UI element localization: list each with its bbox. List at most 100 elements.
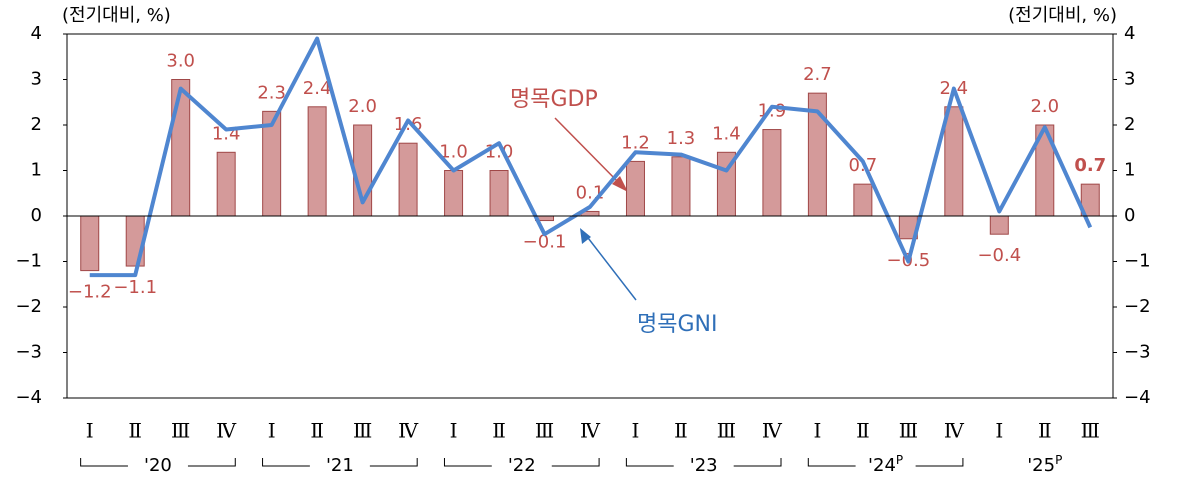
y-unit-left: (전기대비, %) (62, 5, 171, 26)
year-text: '21 (326, 455, 354, 476)
bar (853, 183, 873, 217)
bar (625, 160, 645, 217)
bar-label: 2.3 (257, 82, 286, 103)
year-label: '25P (1027, 453, 1062, 477)
y-unit-right: (전기대비, %) (1008, 5, 1117, 26)
y-tick-label: −3 (15, 342, 42, 363)
year-bracket (443, 458, 492, 467)
year-bracket (625, 458, 674, 467)
y2-tick-label: 2 (1124, 114, 1135, 135)
gdp-arrowhead (612, 176, 628, 192)
x-tick-label: Ⅰ (86, 419, 94, 443)
line (89, 36, 1093, 278)
x-tick-label: Ⅰ (632, 419, 640, 443)
y2-tick-label: −4 (1124, 387, 1151, 408)
year-text: '20 (144, 455, 172, 476)
bar-label: −0.1 (523, 232, 567, 253)
year-label: '20 (144, 455, 172, 476)
year-bracket (187, 458, 236, 467)
bar-label: 1.2 (621, 132, 650, 153)
x-tick-label: Ⅳ (580, 419, 601, 443)
x-tick-label: Ⅲ (717, 419, 736, 443)
y-tick-label: −4 (15, 387, 42, 408)
bar-label: 1.0 (439, 142, 468, 163)
bar-label: −1.2 (68, 282, 112, 303)
bar (307, 106, 327, 217)
bar-label: 2.4 (303, 78, 332, 99)
year-bracket (369, 458, 418, 467)
x-tick-label: Ⅱ (1038, 419, 1052, 443)
bar-label: 1.4 (212, 123, 241, 144)
y2-tick-label: −1 (1124, 251, 1151, 272)
year-bracket (551, 458, 600, 467)
bar-label: 3.0 (166, 51, 195, 72)
bar (80, 215, 100, 272)
y2-tick-label: 0 (1124, 205, 1135, 226)
x-tick-label: Ⅱ (492, 419, 506, 443)
bar-label: 1.4 (712, 123, 741, 144)
bar-label: 2.0 (348, 96, 377, 117)
x-tick-label: Ⅱ (310, 419, 324, 443)
bar-label: 2.0 (1030, 96, 1059, 117)
year-label: '21 (326, 455, 354, 476)
year-label: '22 (508, 455, 536, 476)
y-tick-label: 3 (31, 69, 42, 90)
x-tick-label: Ⅳ (762, 419, 783, 443)
x-tick-label: Ⅱ (674, 419, 688, 443)
y2-tick-label: 1 (1124, 160, 1135, 181)
year-bracket (733, 458, 782, 467)
bar (989, 215, 1009, 235)
bar (444, 170, 464, 217)
bar (671, 156, 691, 217)
x-tick-label: Ⅳ (398, 419, 419, 443)
bar (944, 106, 964, 217)
y-tick-label: −2 (15, 296, 42, 317)
x-tick-label: Ⅲ (353, 419, 372, 443)
year-text: '24 (868, 455, 896, 476)
year-bracket (80, 458, 128, 467)
bar (171, 79, 191, 217)
year-label: '23 (690, 455, 718, 476)
year-text: '25 (1027, 455, 1055, 476)
x-tick-label: Ⅲ (899, 419, 918, 443)
year-bracket (807, 458, 856, 467)
gni-arrowhead (580, 228, 591, 244)
gdp-arrow (554, 117, 623, 187)
y-tick-label: −1 (15, 251, 42, 272)
bar-label: 0.7 (1074, 155, 1106, 176)
x-tick-label: Ⅱ (128, 419, 142, 443)
x-tick-label: Ⅳ (216, 419, 237, 443)
x-tick-label: Ⅲ (171, 419, 190, 443)
bar (398, 142, 418, 217)
year-label: '24P (868, 453, 903, 477)
y-tick-label: 1 (31, 160, 42, 181)
year-text: '22 (508, 455, 536, 476)
y-tick-label: 4 (31, 23, 42, 44)
x-tick-label: Ⅰ (268, 419, 276, 443)
year-text: '23 (690, 455, 718, 476)
bar-label: 2.7 (803, 64, 832, 85)
year-bracket (915, 458, 964, 467)
y-tick-label: 0 (31, 205, 42, 226)
year-sup: P (1055, 453, 1062, 467)
bar (762, 129, 782, 217)
bar (489, 170, 509, 217)
x-tick-label: Ⅲ (1081, 419, 1100, 443)
y2-tick-label: 3 (1124, 69, 1135, 90)
x-tick-label: Ⅰ (813, 419, 821, 443)
x-tick-label: Ⅲ (535, 419, 554, 443)
year-bracket (262, 458, 310, 467)
bar-label: −0.4 (977, 245, 1021, 266)
bar-label: −1.1 (113, 277, 157, 298)
gni-label: 명목GNI (637, 312, 717, 337)
x-tick-label: Ⅰ (995, 419, 1003, 443)
y2-tick-label: −2 (1124, 296, 1151, 317)
y-tick-label: 2 (31, 114, 42, 135)
gni-arrow (584, 233, 637, 301)
bar-label: 1.3 (667, 128, 696, 149)
x-tick-label: Ⅱ (856, 419, 870, 443)
y2-tick-label: 4 (1124, 23, 1135, 44)
x-tick-label: Ⅳ (944, 419, 965, 443)
year-sup: P (896, 453, 903, 467)
